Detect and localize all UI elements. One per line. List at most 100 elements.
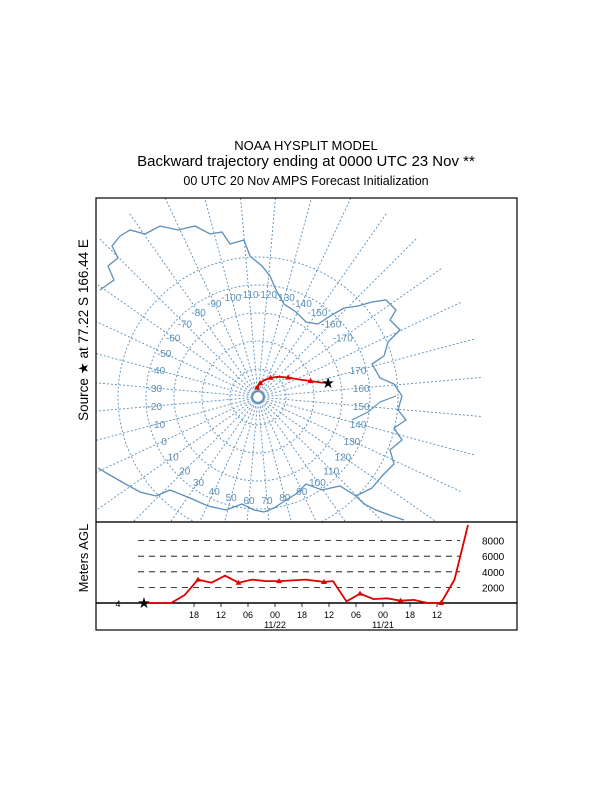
meridian-line — [260, 401, 347, 522]
meridian-labels: -170-160-150-140-130-120-110-100-90-80-7… — [148, 290, 370, 507]
meridian-label: 140 — [350, 420, 367, 431]
meridian-label: -110 — [239, 290, 259, 301]
meridian-line — [96, 382, 253, 397]
y-tick-label: 6000 — [482, 552, 505, 563]
meridian-label: 120 — [335, 452, 352, 463]
meridian-line — [260, 213, 387, 393]
meridian-label: 110 — [323, 466, 339, 477]
map-panel: -170-160-150-140-130-120-110-100-90-80-7… — [96, 198, 482, 522]
meridian-label: -30 — [148, 384, 163, 395]
meridian-line — [96, 398, 253, 441]
y-axis-label: Meters AGL — [76, 524, 91, 593]
meridian-line — [99, 238, 255, 394]
x-tick-label: 00 — [378, 610, 388, 620]
meridian-line — [259, 198, 352, 393]
height-series-marker — [357, 590, 363, 596]
x-tick-label: 12 — [432, 610, 442, 620]
meridian-line — [240, 198, 258, 392]
meridian-label: -120 — [257, 290, 277, 301]
height-series-marker — [195, 576, 201, 582]
meridian-line — [96, 353, 253, 396]
meridian-label: -170 — [333, 334, 353, 345]
latitude-circle — [145, 284, 371, 510]
height-plot: 2000 4000 6000 8000 18 12 06 00 18 12 06 00 18 12 11/2… — [96, 524, 517, 630]
meridian-label: 150 — [353, 402, 370, 413]
left-tick-label: 4 — [115, 599, 120, 609]
meridian-line — [96, 399, 254, 511]
chart-title: Backward trajectory ending at 0000 UTC 2… — [137, 153, 475, 170]
meridian-line — [96, 397, 253, 412]
meridian-label: -80 — [191, 308, 206, 319]
peninsula — [355, 495, 405, 521]
meridian-line — [258, 402, 270, 522]
x-tick-label: 06 — [351, 610, 361, 620]
meridian-line — [258, 198, 276, 392]
meridian-label: -140 — [292, 299, 312, 310]
chart-subtitle: 00 UTC 20 Nov AMPS Forecast Initializati… — [183, 174, 429, 188]
meridian-line — [263, 397, 482, 417]
meridian-label: 170 — [350, 366, 367, 377]
y-tick-label: 8000 — [482, 537, 505, 548]
meridian-line — [129, 213, 256, 393]
meridian-label: -50 — [157, 349, 172, 360]
meridian-label: 30 — [193, 478, 205, 489]
meridian-line — [263, 398, 475, 456]
source-label: Source ★ at 77.22 S 166.44 E — [76, 239, 91, 421]
source-star-icon: ★ — [137, 595, 150, 612]
meridian-label: -160 — [321, 320, 341, 331]
meridian-label: -60 — [166, 334, 181, 345]
meridian-label: -20 — [148, 402, 163, 413]
trajectory-marker — [254, 384, 261, 390]
meridian-line — [132, 400, 255, 522]
meridian-label: 10 — [168, 452, 180, 463]
trajectory-path-map: ★ — [254, 374, 335, 392]
latitude-circle — [117, 256, 399, 522]
x-tick-label: 18 — [405, 610, 415, 620]
meridian-line — [262, 268, 442, 395]
meridian-label: 80 — [279, 493, 291, 504]
meridian-line — [261, 238, 417, 394]
height-plot-frame — [95, 521, 518, 631]
meridian-line — [259, 401, 317, 522]
latitude-circle — [201, 340, 315, 454]
meridian-line — [259, 402, 292, 522]
meridian-line — [261, 400, 384, 522]
x-tick-label: 12 — [216, 610, 226, 620]
height-series-marker — [397, 597, 404, 603]
meridian-line — [262, 399, 438, 522]
meridian-line — [262, 398, 462, 493]
ice-shelf-edge — [351, 395, 397, 421]
meridian-label: 130 — [344, 437, 361, 448]
height-series-marker — [235, 579, 242, 585]
source-star-icon: ★ — [321, 375, 334, 392]
model-name: NOAA HYSPLIT MODEL — [234, 138, 378, 153]
x-tick-label: 00 — [270, 610, 280, 620]
coastline-west — [99, 235, 121, 291]
meridian-line — [263, 338, 475, 396]
meridian-label: -70 — [178, 320, 193, 331]
latitude-circle — [173, 312, 343, 482]
trajectory-line — [255, 375, 329, 389]
meridian-line — [169, 401, 256, 522]
x-tick-label: 06 — [243, 610, 253, 620]
meridian-label: -130 — [275, 293, 295, 304]
latitude-circle — [229, 368, 287, 426]
meridian-line — [96, 283, 254, 395]
meridian-label: 0 — [161, 437, 167, 448]
meridian-line — [204, 198, 257, 392]
x-tick-label: 18 — [297, 610, 307, 620]
meridian-line — [199, 401, 257, 522]
meridian-label: 100 — [309, 478, 326, 489]
meridian-label: -150 — [307, 308, 327, 319]
meridian-line — [246, 402, 258, 522]
x-tick-label: 18 — [189, 610, 199, 620]
coastline — [97, 225, 407, 513]
meridian-label: -90 — [207, 299, 222, 310]
height-series-marker — [276, 578, 282, 584]
height-series-line — [144, 524, 469, 604]
meridian-line — [262, 301, 462, 396]
trajectory-marker — [285, 374, 292, 380]
y-tick-label: 2000 — [482, 583, 505, 594]
meridian-line — [96, 398, 254, 474]
